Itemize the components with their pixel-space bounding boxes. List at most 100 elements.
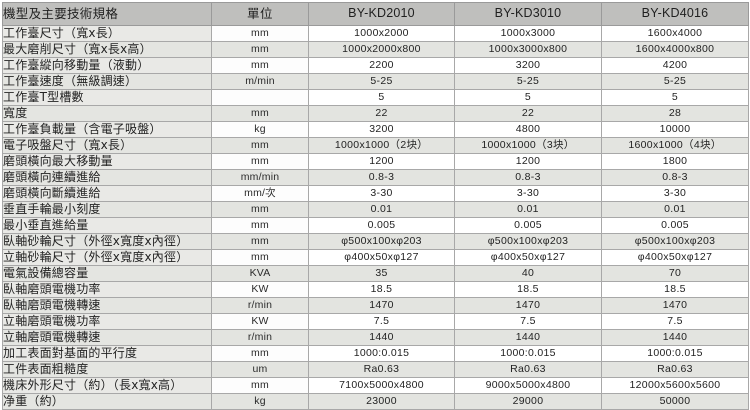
unit-cell: mm xyxy=(211,25,309,42)
table-row: 工作臺速度（無級調速） m/min 5-25 5-25 5-25 xyxy=(2,73,749,90)
value-cell-model-1: 2200 xyxy=(308,57,455,74)
value-cell-model-1: φ500x100xφ203 xyxy=(308,233,455,250)
value-cell-model-2: 22 xyxy=(454,105,602,122)
value-cell-model-2: 1470 xyxy=(454,297,602,314)
value-cell-model-3: 50000 xyxy=(601,393,749,410)
spec-name-cell: 工作臺T型槽數 xyxy=(2,89,212,106)
table-header: 機型及主要技術規格 單位 BY-KD2010 BY-KD3010 BY-KD40… xyxy=(2,2,749,26)
value-cell-model-3: 4200 xyxy=(601,57,749,74)
unit-cell: mm xyxy=(211,217,309,234)
spec-name-cell: 電氣設備總容量 xyxy=(2,265,212,282)
unit-cell: mm xyxy=(211,57,309,74)
unit-cell: mm xyxy=(211,377,309,394)
value-cell-model-3: 18.5 xyxy=(601,281,749,298)
spec-name-cell: 净重（約） xyxy=(2,393,212,410)
value-cell-model-1: 5-25 xyxy=(308,73,455,90)
unit-cell: kg xyxy=(211,393,309,410)
unit-cell: m/min xyxy=(211,73,309,90)
column-header-unit: 單位 xyxy=(211,2,309,26)
spec-name-cell: 臥軸砂輪尺寸（外徑x寬度x內徑） xyxy=(2,233,212,250)
value-cell-model-2: 0.8-3 xyxy=(454,169,602,186)
spec-name-cell: 寬度 xyxy=(2,105,212,122)
value-cell-model-2: 40 xyxy=(454,265,602,282)
value-cell-model-1: 5 xyxy=(308,89,455,106)
value-cell-model-1: 0.005 xyxy=(308,217,455,234)
unit-cell: mm/次 xyxy=(211,185,309,202)
table-row: 磨頭橫向最大移動量 mm 1200 1200 1800 xyxy=(2,153,749,170)
table-row: 機床外形尺寸（約）（長x寬x高） mm 7100x5000x4800 9000x500… xyxy=(2,377,749,394)
value-cell-model-3: 10000 xyxy=(601,121,749,138)
spec-name-cell: 工作臺速度（無級調速） xyxy=(2,73,212,90)
spec-name-cell: 臥軸磨頭電機轉速 xyxy=(2,297,212,314)
value-cell-model-2: 1000x3000 xyxy=(454,25,602,42)
unit-cell: mm xyxy=(211,249,309,266)
unit-cell: um xyxy=(211,361,309,378)
value-cell-model-1: 7.5 xyxy=(308,313,455,330)
table-row: 臥軸磨頭電機功率 KW 18.5 18.5 18.5 xyxy=(2,281,749,298)
value-cell-model-2: 5 xyxy=(454,89,602,106)
value-cell-model-1: 1000:0.015 xyxy=(308,345,455,362)
value-cell-model-1: 1000x2000x800 xyxy=(308,41,455,58)
unit-cell: mm xyxy=(211,41,309,58)
value-cell-model-2: 1000x3000x800 xyxy=(454,41,602,58)
table-row: 寬度 mm 22 22 28 xyxy=(2,105,749,122)
column-header-model-1: BY-KD2010 xyxy=(308,2,455,26)
value-cell-model-1: 7100x5000x4800 xyxy=(308,377,455,394)
value-cell-model-3: 28 xyxy=(601,105,749,122)
spec-name-cell: 工作臺縱向移動量（液動） xyxy=(2,57,212,74)
spec-name-cell: 電子吸盤尺寸（寬x長） xyxy=(2,137,212,154)
table-row: 磨頭橫向斷續進給 mm/次 3-30 3-30 3-30 xyxy=(2,185,749,202)
table-row: 最大磨削尺寸（寬x長x高） mm 1000x2000x800 1000x3000x80… xyxy=(2,41,749,58)
value-cell-model-3: 0.005 xyxy=(601,217,749,234)
value-cell-model-3: 1600x4000 xyxy=(601,25,749,42)
value-cell-model-3: 1600x4000x800 xyxy=(601,41,749,58)
unit-cell: mm xyxy=(211,137,309,154)
value-cell-model-1: 0.01 xyxy=(308,201,455,218)
spec-name-cell: 最大磨削尺寸（寬x長x高） xyxy=(2,41,212,58)
unit-cell: mm xyxy=(211,153,309,170)
header-row: 機型及主要技術規格 單位 BY-KD2010 BY-KD3010 BY-KD40… xyxy=(2,2,749,26)
unit-cell: mm xyxy=(211,233,309,250)
value-cell-model-3: 1600x1000（4块） xyxy=(601,137,749,154)
value-cell-model-2: φ400x50xφ127 xyxy=(454,249,602,266)
value-cell-model-3: 1470 xyxy=(601,297,749,314)
spec-name-cell: 機床外形尺寸（約）（長x寬x高） xyxy=(2,377,212,394)
unit-cell: KW xyxy=(211,281,309,298)
spec-name-cell: 磨頭橫向斷續進給 xyxy=(2,185,212,202)
value-cell-model-3: 70 xyxy=(601,265,749,282)
value-cell-model-3: 7.5 xyxy=(601,313,749,330)
unit-cell xyxy=(211,89,309,106)
table-body: 工作臺尺寸（寬x長） mm 1000x2000 1000x3000 1600x4000 最… xyxy=(2,25,749,410)
spec-name-cell: 磨頭橫向最大移動量 xyxy=(2,153,212,170)
value-cell-model-1: 22 xyxy=(308,105,455,122)
value-cell-model-3: 5-25 xyxy=(601,73,749,90)
column-header-spec-name: 機型及主要技術規格 xyxy=(2,2,212,26)
spec-name-cell: 工件表面粗糙度 xyxy=(2,361,212,378)
table-row: 最小垂直進給量 mm 0.005 0.005 0.005 xyxy=(2,217,749,234)
value-cell-model-1: 18.5 xyxy=(308,281,455,298)
table-row: 臥軸磨頭電機轉速 r/min 1470 1470 1470 xyxy=(2,297,749,314)
value-cell-model-3: φ500x100xφ203 xyxy=(601,233,749,250)
value-cell-model-2: 9000x5000x4800 xyxy=(454,377,602,394)
unit-cell: r/min xyxy=(211,297,309,314)
value-cell-model-2: 1000x1000（3块） xyxy=(454,137,602,154)
unit-cell: KW xyxy=(211,313,309,330)
value-cell-model-3: 12000x5600x5600 xyxy=(601,377,749,394)
value-cell-model-2: 7.5 xyxy=(454,313,602,330)
value-cell-model-1: 3-30 xyxy=(308,185,455,202)
value-cell-model-2: 0.005 xyxy=(454,217,602,234)
value-cell-model-1: 1440 xyxy=(308,329,455,346)
value-cell-model-3: Ra0.63 xyxy=(601,361,749,378)
table-row: 電子吸盤尺寸（寬x長） mm 1000x1000（2块） 1000x1000（3块） 1… xyxy=(2,137,749,154)
table-row: 净重（約） kg 23000 29000 50000 xyxy=(2,393,749,410)
value-cell-model-1: φ400x50xφ127 xyxy=(308,249,455,266)
value-cell-model-2: 3-30 xyxy=(454,185,602,202)
value-cell-model-2: 4800 xyxy=(454,121,602,138)
value-cell-model-1: 1000x1000（2块） xyxy=(308,137,455,154)
value-cell-model-2: φ500x100xφ203 xyxy=(454,233,602,250)
spec-name-cell: 立軸砂輪尺寸（外徑x寬度x內徑） xyxy=(2,249,212,266)
value-cell-model-1: 35 xyxy=(308,265,455,282)
table-row: 立軸砂輪尺寸（外徑x寬度x內徑） mm φ400x50xφ127 φ400x50xφ1… xyxy=(2,249,749,266)
